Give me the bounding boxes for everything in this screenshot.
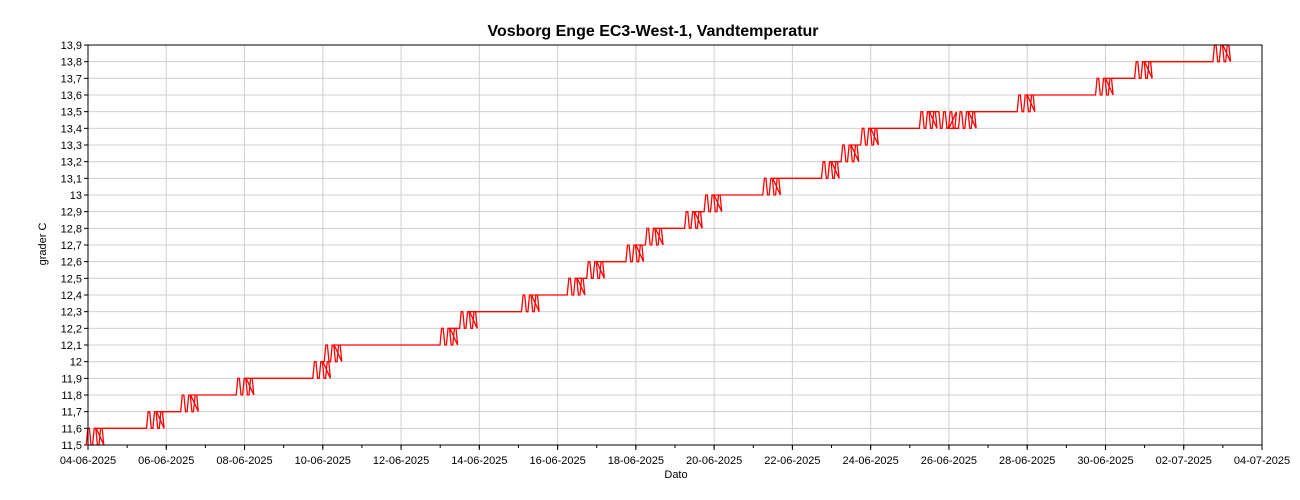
y-tick-label: 13,9 <box>61 40 82 52</box>
y-tick-label: 12,9 <box>61 207 82 219</box>
series-layer <box>85 44 1232 446</box>
x-tick-label: 12-06-2025 <box>373 455 429 467</box>
y-tick-label: 13,4 <box>61 123 82 135</box>
y-axis-label: grader C <box>37 223 49 266</box>
y-tick-label: 12,8 <box>61 223 82 235</box>
x-tick-label: 30-06-2025 <box>1077 455 1133 467</box>
y-tick-label: 13,6 <box>61 90 82 102</box>
chart-title: Vosborg Enge EC3-West-1, Vandtemperatur <box>487 23 818 40</box>
x-tick-label: 16-06-2025 <box>529 455 585 467</box>
series-line <box>85 44 1232 446</box>
y-tick-label: 12 <box>70 357 82 369</box>
y-tick-label: 13,5 <box>61 107 82 119</box>
x-tick-label: 06-06-2025 <box>138 455 194 467</box>
x-tick-label: 28-06-2025 <box>999 455 1055 467</box>
x-tick-label: 20-06-2025 <box>686 455 742 467</box>
x-tick-label: 04-07-2025 <box>1234 455 1290 467</box>
y-tick-label: 12,3 <box>61 307 82 319</box>
y-tick-label: 13,8 <box>61 57 82 69</box>
y-tick-label: 12,4 <box>61 290 82 302</box>
x-tick-label: 24-06-2025 <box>843 455 899 467</box>
x-axis-ticks: 04-06-2025 06-06-2025 08-06-2025 10-06-2025… <box>60 445 1290 467</box>
grid <box>87 44 1263 446</box>
x-tick-label: 04-06-2025 <box>60 455 116 467</box>
y-tick-label: 11,8 <box>61 390 82 402</box>
y-tick-label: 12,2 <box>61 323 82 335</box>
y-tick-label: 11,9 <box>61 373 82 385</box>
plot-area-frame <box>87 44 1263 446</box>
y-tick-label: 12,1 <box>61 340 82 352</box>
y-tick-label: 13 <box>70 190 82 202</box>
y-tick-label: 13,3 <box>61 140 82 152</box>
x-tick-label: 22-06-2025 <box>764 455 820 467</box>
y-tick-label: 12,6 <box>61 257 82 269</box>
y-tick-label: 13,1 <box>61 173 82 185</box>
y-tick-label: 13,7 <box>61 73 82 85</box>
y-tick-label: 12,7 <box>61 240 82 252</box>
x-tick-label: 02-07-2025 <box>1156 455 1212 467</box>
y-axis-ticks: 11,5 11,6 11,7 11,8 11,9 12 12,1 12,2 12,3 12,4 12… <box>61 40 88 452</box>
x-axis-label: Dato <box>664 469 687 481</box>
x-tick-label: 18-06-2025 <box>608 455 664 467</box>
y-tick-label: 11,5 <box>61 440 82 452</box>
y-tick-label: 13,2 <box>61 157 82 169</box>
y-tick-label: 12,5 <box>61 273 82 285</box>
x-tick-label: 14-06-2025 <box>451 455 507 467</box>
y-tick-label: 11,7 <box>61 407 82 419</box>
x-tick-label: 08-06-2025 <box>216 455 272 467</box>
y-tick-label: 11,6 <box>61 423 82 435</box>
x-tick-label: 26-06-2025 <box>921 455 977 467</box>
x-tick-label: 10-06-2025 <box>295 455 351 467</box>
